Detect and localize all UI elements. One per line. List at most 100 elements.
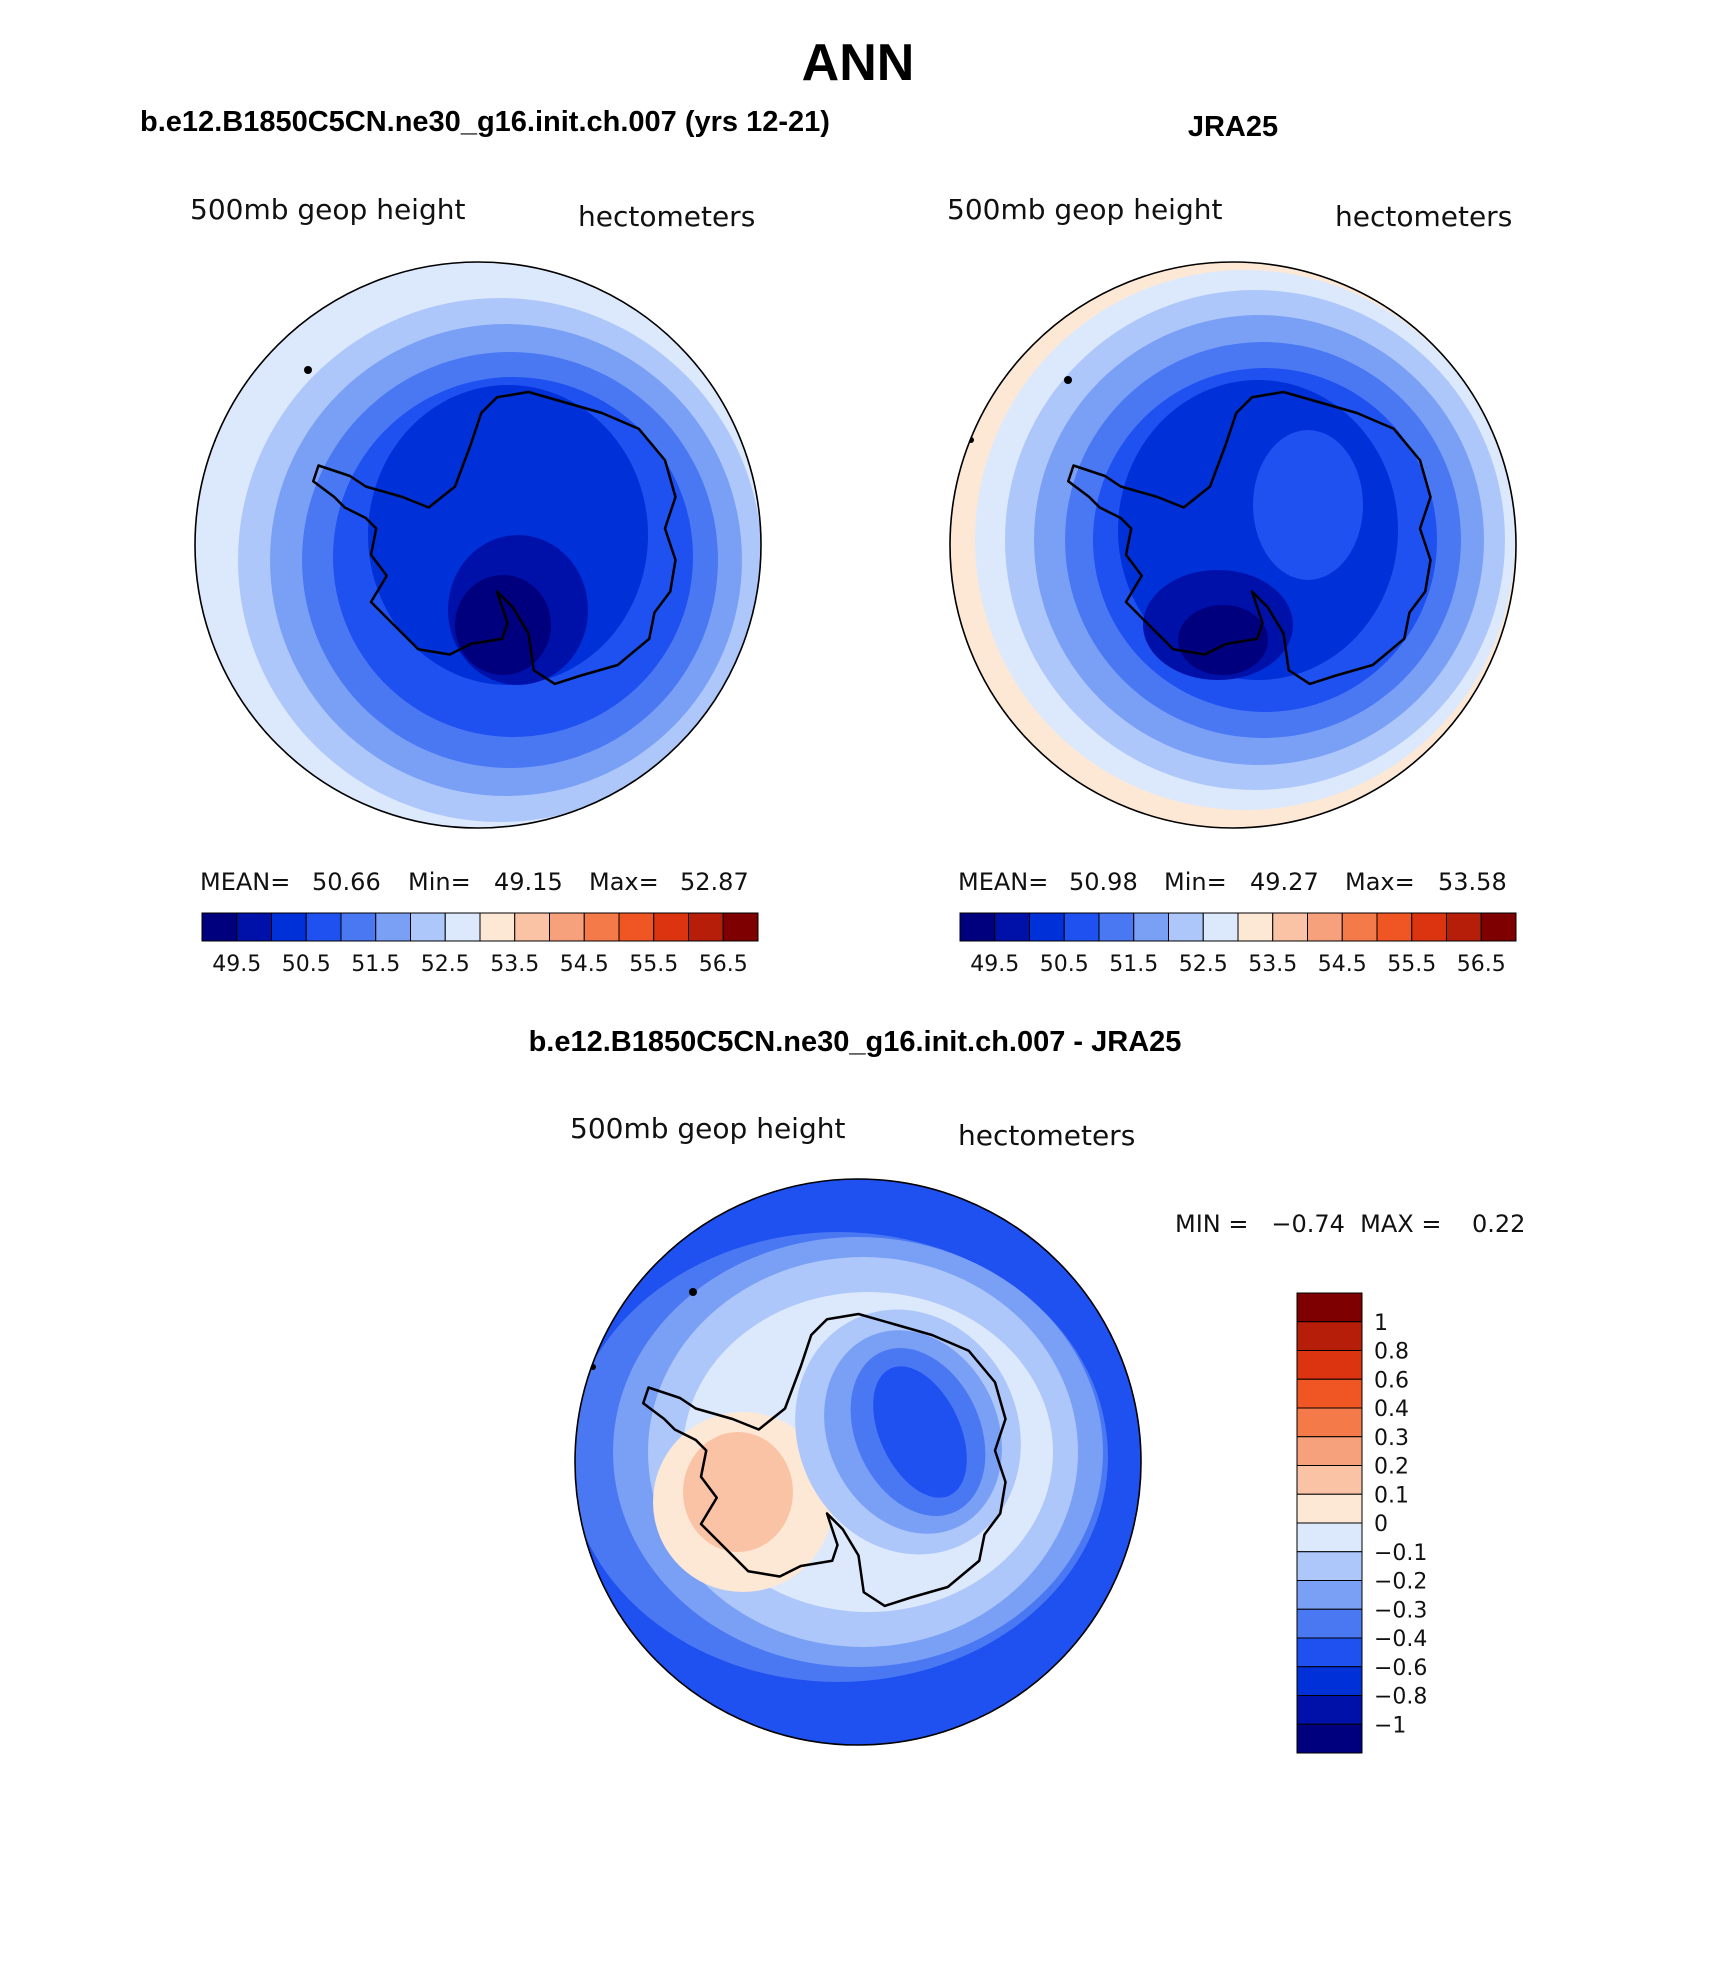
- stat-max-label: Max=: [589, 868, 659, 896]
- figure-title: ANN: [802, 34, 915, 92]
- panel-obs-field-label: 500mb geop height: [947, 193, 1222, 226]
- panel-diff-title: b.e12.B1850C5CN.ne30_g16.init.ch.007 - J…: [529, 1026, 1182, 1058]
- colorbar-tick-label: 53.5: [490, 952, 539, 977]
- colorbar-obs: 49.5 50.5 51.5 52.5 53.5 54.5 55.5 56.5: [959, 912, 1517, 977]
- colorbar-tick-label: 0: [1374, 1512, 1388, 1537]
- colorbar-swatch: [1296, 1465, 1363, 1495]
- panel-diff-stats: MIN = −0.74 MAX = 0.22: [1175, 1210, 1525, 1238]
- panel-model-title: b.e12.B1850C5CN.ne30_g16.init.ch.007 (yr…: [140, 106, 830, 138]
- colorbar-swatch: [1296, 1522, 1363, 1553]
- colorbar-swatch: [959, 912, 996, 942]
- colorbar-swatch: [1341, 912, 1378, 942]
- colorbar-swatch: [1296, 1580, 1363, 1610]
- colorbar-tick-label: 54.5: [560, 952, 609, 977]
- colorbar-swatch: [1063, 912, 1100, 942]
- colorbar-tick-label: 52.5: [421, 952, 470, 977]
- colorbar-swatch: [201, 912, 238, 942]
- colorbar-swatch: [1296, 1378, 1363, 1409]
- colorbar-swatch: [1296, 1551, 1363, 1581]
- colorbar-tick-label: 0.3: [1374, 1426, 1409, 1451]
- colorbar-tick-label: −0.8: [1374, 1685, 1427, 1710]
- colorbar-swatch: [1296, 1292, 1363, 1323]
- colorbar-swatch: [1480, 912, 1517, 942]
- colorbar-model: 49.5 50.5 51.5 52.5 53.5 54.5 55.5 56.5: [201, 912, 759, 977]
- colorbar-tick-label: 49.5: [970, 952, 1019, 977]
- colorbar-swatch: [271, 912, 307, 942]
- colorbar-swatch: [1411, 912, 1447, 942]
- colorbar-tick-label: 56.5: [699, 952, 748, 977]
- colorbar-diff: 1 0.8 0.6 0.4 0.3 0.2 0.1 0 −0.1 −0.2 −0.3 −0.4 −0.6…: [1296, 1292, 1427, 1754]
- map-obs: [949, 261, 1517, 829]
- panel-model-units: hectometers: [578, 200, 755, 233]
- colorbar-swatch: [1237, 912, 1274, 942]
- colorbar-tick-label: 1: [1374, 1311, 1388, 1336]
- colorbar-tick-label: 0.6: [1374, 1368, 1409, 1393]
- colorbar-tick-label: 50.5: [282, 952, 331, 977]
- colorbar-swatch: [1296, 1350, 1363, 1380]
- colorbar-swatch: [653, 912, 689, 942]
- colorbar-swatch: [549, 912, 585, 942]
- colorbar-swatch: [994, 912, 1030, 942]
- colorbar-tick-label: 0.4: [1374, 1397, 1409, 1422]
- stat-max-value: 52.87: [680, 868, 749, 896]
- map-diff: [574, 1178, 1142, 1746]
- colorbar-swatch: [1296, 1723, 1363, 1754]
- colorbar-swatch: [444, 912, 481, 942]
- colorbar-tick-label: −0.1: [1374, 1541, 1427, 1566]
- panel-model-field-label: 500mb geop height: [190, 193, 465, 226]
- colorbar-tick-label: 0.8: [1374, 1340, 1409, 1365]
- colorbar-swatch: [375, 912, 411, 942]
- colorbar-tick-label: −1: [1374, 1713, 1406, 1738]
- colorbar-swatch: [688, 912, 724, 942]
- colorbar-tick-label: −0.3: [1374, 1598, 1427, 1623]
- stat-mean-label: MEAN=: [200, 868, 290, 896]
- stat-min-label: Min=: [1164, 868, 1227, 896]
- stat-min-label: Min=: [408, 868, 471, 896]
- colorbar-swatch: [1133, 912, 1169, 942]
- panel-obs-units: hectometers: [1335, 200, 1512, 233]
- colorbar-swatch: [1376, 912, 1413, 942]
- colorbar-swatch: [479, 912, 516, 942]
- colorbar-swatch: [340, 912, 377, 942]
- panel-obs: JRA25 500mb geop height hectometers: [947, 111, 1517, 977]
- colorbar-tick-label: 51.5: [1109, 952, 1158, 977]
- colorbar-tick-label: 51.5: [351, 952, 400, 977]
- colorbar-tick-label: 53.5: [1248, 952, 1297, 977]
- colorbar-swatch: [1296, 1637, 1363, 1668]
- stat-max-value: 53.58: [1438, 868, 1507, 896]
- colorbar-tick-label: 55.5: [629, 952, 678, 977]
- panel-model-stats: MEAN= 50.66 Min= 49.15 Max= 52.87: [200, 868, 749, 896]
- colorbar-swatch: [1307, 912, 1343, 942]
- colorbar-tick-label: 0.1: [1374, 1483, 1409, 1508]
- stat-mean-value: 50.66: [312, 868, 381, 896]
- panel-diff-field-label: 500mb geop height: [570, 1112, 845, 1145]
- colorbar-tick-label: 0.2: [1374, 1455, 1409, 1480]
- map-diff-rim: [574, 1178, 1142, 1746]
- stat-min-value: 49.27: [1250, 868, 1319, 896]
- colorbar-swatch: [1296, 1493, 1363, 1524]
- panel-obs-stats: MEAN= 50.98 Min= 49.27 Max= 53.58: [958, 868, 1507, 896]
- colorbar-swatch: [722, 912, 759, 942]
- colorbar-swatch: [1029, 912, 1065, 942]
- map-model: [194, 261, 762, 829]
- panel-diff: b.e12.B1850C5CN.ne30_g16.init.ch.007 - J…: [529, 1026, 1525, 1754]
- colorbar-swatch: [236, 912, 272, 942]
- stat-max-label: Max=: [1345, 868, 1415, 896]
- panel-obs-title: JRA25: [1188, 111, 1278, 143]
- colorbar-swatch: [1296, 1608, 1363, 1639]
- colorbar-swatch: [1296, 1666, 1363, 1696]
- colorbar-tick-label: −0.4: [1374, 1627, 1427, 1652]
- colorbar-swatch: [1296, 1407, 1363, 1438]
- map-model-rim: [194, 261, 762, 829]
- colorbar-swatch: [1446, 912, 1482, 942]
- colorbar-swatch: [305, 912, 342, 942]
- colorbar-swatch: [618, 912, 655, 942]
- panel-model: b.e12.B1850C5CN.ne30_g16.init.ch.007 (yr…: [140, 106, 830, 977]
- colorbar-tick-label: 56.5: [1457, 952, 1506, 977]
- map-obs-rim: [949, 261, 1517, 829]
- colorbar-tick-label: 49.5: [212, 952, 261, 977]
- stat-mean-value: 50.98: [1069, 868, 1138, 896]
- colorbar-swatch: [514, 912, 550, 942]
- colorbar-swatch: [1296, 1695, 1363, 1725]
